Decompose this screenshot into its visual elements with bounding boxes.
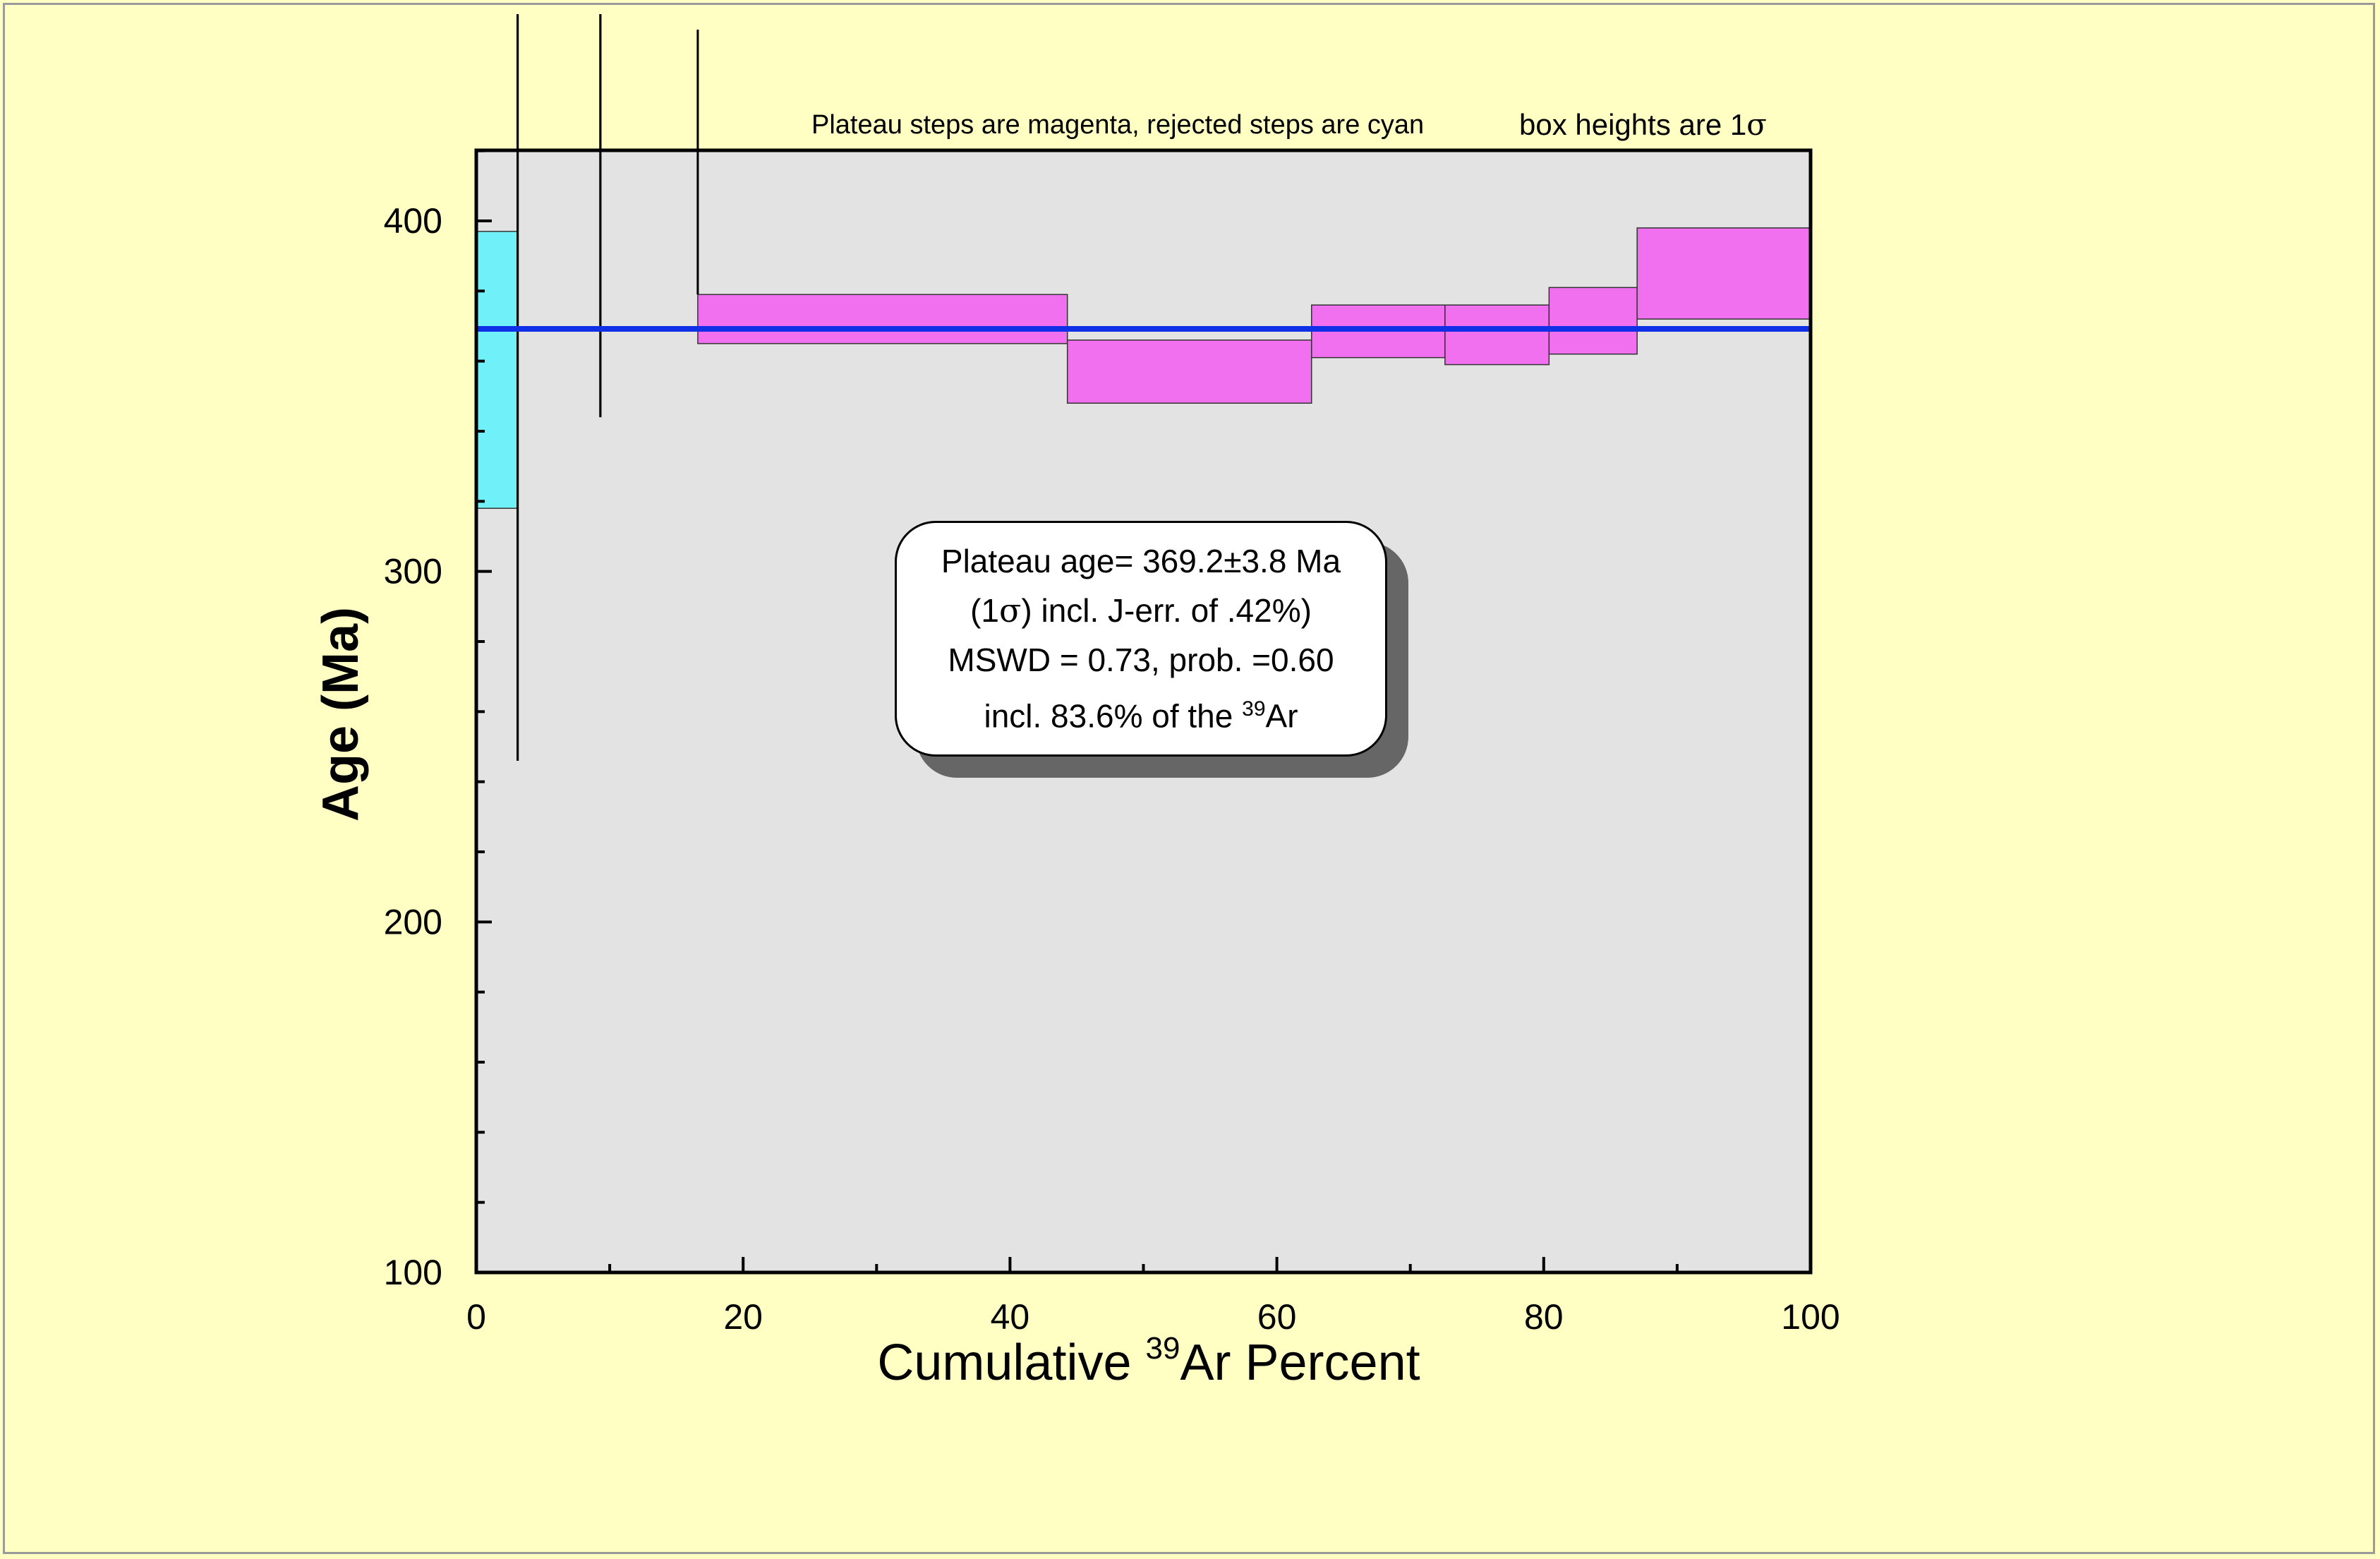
x-tick-label: 100 [1781,1297,1840,1337]
y-tick-label: 300 [384,552,442,591]
y-tick-label: 100 [384,1253,442,1292]
plateau-step-box-8 [1548,287,1638,355]
y-tick-label: 200 [384,902,442,941]
plateau-age-box: Plateau age= 369.2±3.8 Ma (1σ) incl. J-e… [895,521,1387,757]
plateau-step-box-9 [1636,227,1811,320]
x-tick-label: 60 [1257,1297,1297,1337]
y-tick-label: 400 [384,201,442,241]
axis-ticks: 0 20 40 60 80 100 100 200 300 400 [384,149,1840,1337]
rejected-step-box-1 [476,231,519,510]
x-tick-label: 80 [1524,1297,1564,1337]
plateau-age-line1: Plateau age= 369.2±3.8 Ma [941,543,1341,580]
plateau-step-box-4 [697,294,1068,344]
x-tick-label: 20 [723,1297,763,1337]
x-tick-label: 40 [991,1297,1030,1337]
plateau-age-line4: incl. 83.6% of the 39Ar [984,697,1298,735]
sigma-symbol: σ [998,591,1022,630]
plateau-age-line2: (1σ) incl. J-err. of .42%) [970,591,1312,630]
plateau-step-box-7 [1444,304,1550,366]
sigma-symbol: σ [1746,107,1767,142]
box-heights-note: box heights are 1σ [1519,107,1767,142]
y-axis-label: Age (Ma) [313,607,369,821]
x-axis-label: Cumulative 39Ar Percent [877,1331,1420,1391]
header-note: Plateau steps are magenta, rejected step… [811,110,1424,140]
plateau-age-line3: MSWD = 0.73, prob. =0.60 [948,642,1334,679]
plateau-step-box-5 [1066,339,1312,404]
figure-frame [3,3,2375,1554]
x-tick-label: 0 [466,1297,486,1337]
